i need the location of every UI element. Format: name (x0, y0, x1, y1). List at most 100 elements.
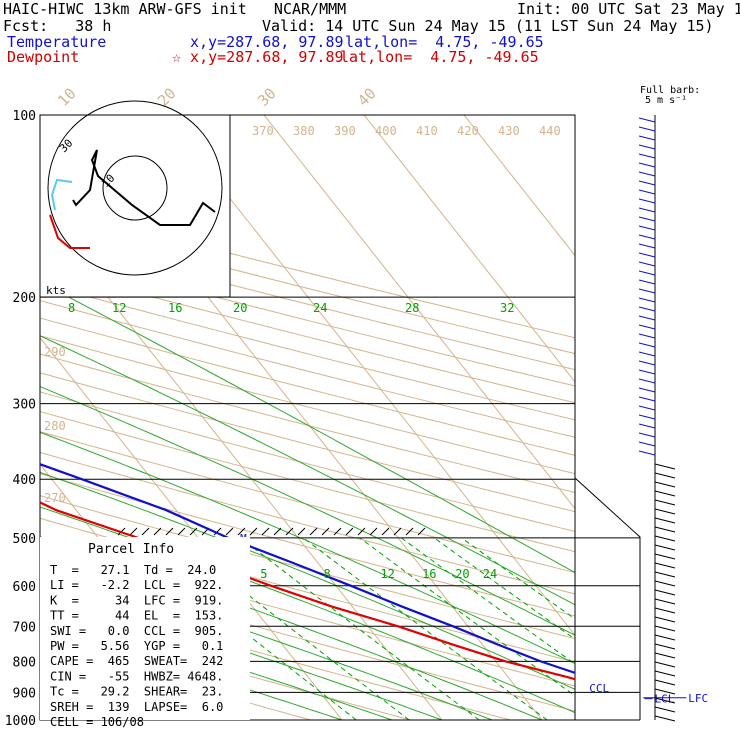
wind-barb (654, 463, 676, 470)
wind-barb (638, 261, 656, 267)
wind-barb (654, 697, 676, 704)
wind-barb (654, 526, 676, 533)
wind-barb (654, 499, 676, 506)
theta-tick-label: 270 (44, 491, 66, 505)
isotherm-line (163, 115, 575, 636)
dry-adiabat-line (40, 266, 575, 404)
speed-tick-label: 20 (233, 301, 247, 315)
parcel-row: CIN = -55 HWBZ= 4648. (50, 669, 223, 683)
wind-barb (638, 288, 656, 294)
wind-barb (638, 369, 656, 375)
parcel-row: K = 34 LFC = 919. (50, 593, 223, 607)
wind-barb (654, 544, 676, 551)
dewpoint-legend: Dewpoint (7, 48, 80, 66)
mixing-ratio-tick-label: 24 (483, 567, 497, 581)
freezing-level-hatch (261, 527, 270, 536)
dry-adiabat-line (40, 565, 575, 712)
temperature-tick-label: 20 (154, 84, 180, 110)
barb-panel-edge (574, 477, 641, 720)
dry-adiabat-line (40, 250, 575, 387)
wind-barb (638, 360, 656, 366)
wind-barb (654, 535, 676, 542)
freezing-level-hatch (321, 527, 330, 536)
pressure-tick-label: 700 (13, 620, 36, 635)
dry-adiabat-line (40, 300, 575, 438)
mixing-ratio-tick-label: 8 (323, 567, 330, 581)
wind-barb (654, 706, 676, 713)
wind-barb (638, 144, 656, 150)
pressure-tick-label: 300 (13, 398, 36, 413)
parcel-row: CELL = 106/08 (50, 715, 144, 729)
wind-barb (638, 216, 656, 222)
barb-note-line2: 5 m s⁻¹ (645, 95, 687, 106)
dry-adiabat-line (40, 431, 575, 574)
mixing-ratio-line (359, 537, 575, 697)
wind-barb (638, 153, 656, 159)
speed-tick-label: 12 (112, 301, 126, 315)
dry-adiabat-line (40, 353, 575, 493)
theta-tick-label: 370 (252, 124, 274, 138)
temperature-tick-label: 30 (254, 84, 280, 110)
freezing-level-hatch (333, 527, 342, 536)
isotherm-line (40, 336, 343, 720)
pressure-tick-label: 900 (13, 686, 36, 701)
freezing-level-hatch (417, 527, 426, 536)
temperature-profile-line (40, 463, 575, 675)
wind-barb (638, 396, 656, 402)
wind-barb (654, 634, 676, 641)
isotherm-line (463, 115, 575, 257)
freezing-level-hatch (165, 527, 174, 536)
dry-adiabat-line (40, 317, 575, 456)
level-label-lfc: LFC (688, 692, 708, 705)
parcel-row: LI = -2.2 LCL = 922. (50, 578, 223, 592)
wind-barb (638, 225, 656, 231)
wind-barb (654, 715, 676, 722)
wind-barb (638, 234, 656, 240)
valid-time: Valid: 14 UTC Sun 24 May 15 (11 LST Sun … (262, 17, 714, 35)
temperature-legend: Temperature (7, 33, 107, 51)
parcel-row: PW = 5.56 YGP = 0.1 (50, 639, 223, 653)
wind-barb (654, 508, 676, 515)
wind-barb (638, 306, 656, 312)
wind-barb (654, 589, 676, 596)
theta-tick-label: 290 (44, 345, 66, 359)
wind-barb (654, 679, 676, 686)
wind-barb (654, 553, 676, 560)
dewpoint-xy: ☆ x,y=287.68, 97.89 (172, 48, 344, 66)
theta-tick-label: 390 (334, 124, 356, 138)
wind-barb (654, 562, 676, 569)
parcel-row: Tc = 29.2 SHEAR= 23. (50, 685, 223, 699)
dry-adiabat-line (40, 451, 575, 595)
barb-note-line1: Full barb: (640, 85, 700, 96)
speed-tick-label: 28 (405, 301, 419, 315)
temperature-latlon: lat,lon= 4.75, -49.65 (345, 33, 544, 51)
mixing-ratio-line (461, 537, 575, 620)
theta-tick-label: 410 (416, 124, 438, 138)
level-label-ccl: CCL (589, 682, 609, 695)
pressure-tick-label: 800 (13, 655, 36, 670)
parcel-box (40, 537, 250, 720)
pressure-tick-label: 1000 (5, 714, 36, 729)
wind-barb (638, 351, 656, 357)
mixing-ratio-line (175, 537, 410, 720)
theta-tick-label: 440 (539, 124, 561, 138)
wind-barb (638, 126, 656, 132)
hodograph-unit-label: kts (46, 284, 66, 297)
pressure-tick-label: 400 (13, 473, 36, 488)
wind-barb (654, 643, 676, 650)
temperature-tick-label: 40 (354, 84, 380, 110)
freezing-level-hatch (357, 527, 366, 536)
mixing-ratio-line (303, 537, 548, 720)
speed-tick-label: 8 (68, 301, 75, 315)
wind-barb (638, 378, 656, 384)
wind-barb (638, 405, 656, 411)
wind-barb (654, 472, 676, 479)
forecast-hour: Fcst: 38 h (3, 17, 112, 35)
wind-barb (654, 652, 676, 659)
wind-barb (638, 333, 656, 339)
freezing-level-hatch (393, 527, 402, 536)
mixing-ratio-line (240, 537, 480, 720)
wind-barb (638, 432, 656, 438)
wind-barb (654, 688, 676, 695)
freezing-level-hatch (141, 527, 150, 536)
